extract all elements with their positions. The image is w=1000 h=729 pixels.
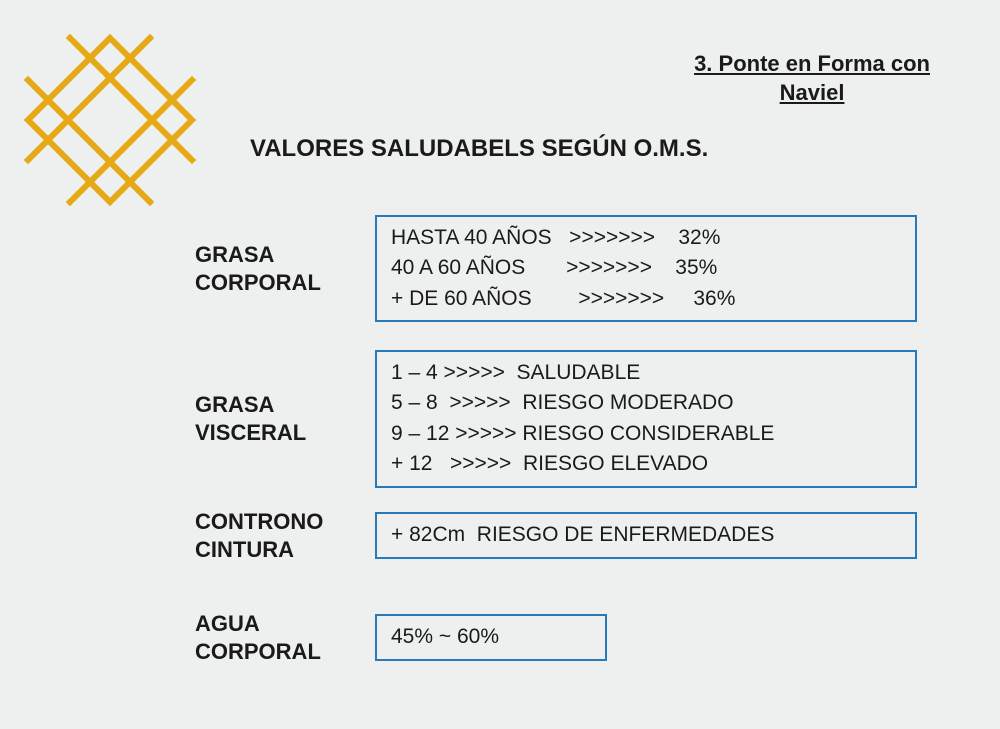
label-contorno-cintura: CONTRONO CINTURA: [195, 508, 355, 563]
row: + 82Cm RIESGO DE ENFERMEDADES: [391, 523, 774, 546]
label-grasa-visceral: GRASA VISCERAL: [195, 391, 355, 446]
box-agua-corporal: 45% ~ 60%: [375, 614, 607, 660]
section-grasa-corporal: GRASA CORPORAL HASTA 40 AÑOS >>>>>>> 32%…: [195, 215, 917, 322]
header-program-link[interactable]: 3. Ponte en Forma con Naviel: [694, 50, 930, 107]
label-agua-corporal: AGUA CORPORAL: [195, 610, 355, 665]
row: 45% ~ 60%: [391, 625, 499, 648]
page-title: VALORES SALUDABELS SEGÚN O.M.S.: [250, 135, 708, 163]
row: HASTA 40 AÑOS >>>>>>> 32%: [391, 226, 720, 249]
label-text: CORPORAL: [195, 639, 321, 664]
label-grasa-corporal: GRASA CORPORAL: [195, 241, 355, 296]
row: + DE 60 AÑOS >>>>>>> 36%: [391, 287, 735, 310]
section-contorno-cintura: CONTRONO CINTURA + 82Cm RIESGO DE ENFERM…: [195, 508, 917, 563]
label-text: CONTRONO: [195, 509, 323, 534]
label-text: GRASA: [195, 242, 274, 267]
section-agua-corporal: AGUA CORPORAL 45% ~ 60%: [195, 610, 607, 665]
logo-icon: [20, 30, 200, 210]
row: 1 – 4 >>>>> SALUDABLE: [391, 361, 640, 384]
row: 5 – 8 >>>>> RIESGO MODERADO: [391, 391, 734, 414]
header-link-line2: Naviel: [780, 80, 845, 105]
header-link-line1: 3. Ponte en Forma con: [694, 51, 930, 76]
row: + 12 >>>>> RIESGO ELEVADO: [391, 452, 708, 475]
label-text: VISCERAL: [195, 420, 306, 445]
page: 3. Ponte en Forma con Naviel VALORES SAL…: [0, 0, 1000, 729]
box-contorno-cintura: + 82Cm RIESGO DE ENFERMEDADES: [375, 512, 917, 558]
label-text: AGUA: [195, 611, 260, 636]
label-text: CINTURA: [195, 537, 294, 562]
box-grasa-visceral: 1 – 4 >>>>> SALUDABLE 5 – 8 >>>>> RIESGO…: [375, 350, 917, 488]
label-text: CORPORAL: [195, 270, 321, 295]
brand-logo: [20, 30, 200, 215]
row: 9 – 12 >>>>> RIESGO CONSIDERABLE: [391, 422, 774, 445]
label-text: GRASA: [195, 392, 274, 417]
box-grasa-corporal: HASTA 40 AÑOS >>>>>>> 32% 40 A 60 AÑOS >…: [375, 215, 917, 322]
row: 40 A 60 AÑOS >>>>>>> 35%: [391, 256, 717, 279]
section-grasa-visceral: GRASA VISCERAL 1 – 4 >>>>> SALUDABLE 5 –…: [195, 350, 917, 488]
